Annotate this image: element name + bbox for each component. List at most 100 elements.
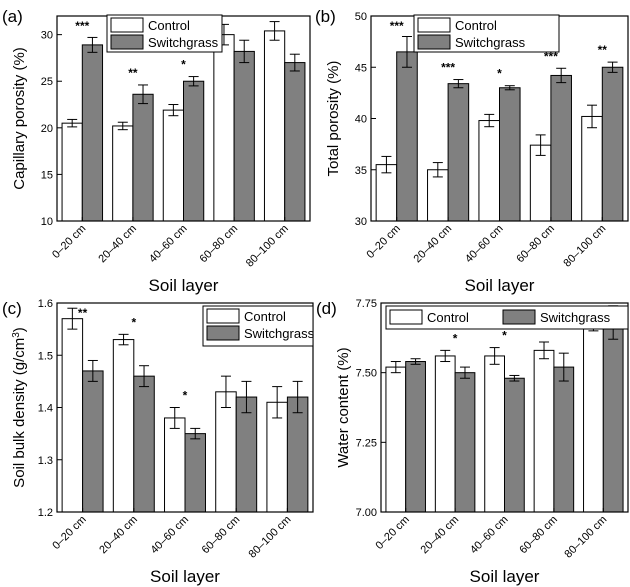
y-tick-label: 7.75 <box>356 298 377 310</box>
y-tick-label: 35 <box>355 165 367 177</box>
x-tick-label: 40–60 cm <box>468 514 511 557</box>
legend-swatch-switchgrass <box>502 309 536 325</box>
x-tick-label: 0–20 cm <box>364 223 402 261</box>
y-tick-label: 1.2 <box>38 507 53 519</box>
y-axis-label: Capillary porosity (%) <box>11 47 28 190</box>
significance-label: * <box>497 67 502 81</box>
legend-swatch-control <box>110 17 144 33</box>
bar-switchgrass-4 <box>233 50 255 222</box>
y-tick-label: 1.5 <box>38 350 53 362</box>
legend-swatch-switchgrass <box>206 325 240 341</box>
bar-control-3 <box>484 355 505 513</box>
y-tick-label: 45 <box>355 62 367 74</box>
bar-control-1 <box>61 318 84 513</box>
x-tick-label: 0–20 cm <box>373 514 411 552</box>
bar-switchgrass-1 <box>82 370 104 513</box>
bar-switchgrass-2 <box>133 375 155 513</box>
x-tick-label: 40–60 cm <box>148 514 191 557</box>
bar-switchgrass-5 <box>601 66 624 222</box>
bar-switchgrass-5 <box>286 396 309 513</box>
y-axis-label: Total porosity (%) <box>325 61 342 177</box>
legend-swatch-switchgrass <box>110 34 144 50</box>
bar-control-5 <box>266 401 288 513</box>
y-axis-label-text: Water content (%) <box>335 347 352 467</box>
y-axis-label: Water content (%) <box>335 347 352 467</box>
significance-label: * <box>183 389 188 403</box>
legend-label: Switchgrass <box>455 35 526 50</box>
y-tick-label: 25 <box>41 76 53 88</box>
legend-label: Switchgrass <box>540 310 611 325</box>
significance-label: *** <box>75 19 89 33</box>
legend-label: Control <box>427 310 469 325</box>
y-tick-label: 30 <box>41 30 53 42</box>
y-axis-label-end: ) <box>11 327 28 332</box>
x-tick-label: 60–80 cm <box>514 223 557 266</box>
x-tick-label: 60–80 cm <box>198 223 241 266</box>
bar-control-2 <box>112 339 135 513</box>
bar-control-4 <box>215 391 237 513</box>
bar-control-1 <box>385 366 407 513</box>
y-tick-label: 20 <box>41 123 53 135</box>
panel-label: (a) <box>2 7 23 26</box>
bar-switchgrass-3 <box>184 433 206 513</box>
bar-control-2 <box>112 125 134 222</box>
y-tick-label: 1.6 <box>38 298 53 310</box>
bar-switchgrass-2 <box>454 372 476 513</box>
bar-control-4 <box>529 144 552 222</box>
bar-control-4 <box>533 349 555 513</box>
bar-switchgrass-5 <box>602 322 624 513</box>
bar-control-2 <box>427 169 449 222</box>
y-axis-label-superscript: 3 <box>11 332 22 338</box>
y-tick-label: 7.25 <box>356 437 377 449</box>
x-tick-label: 40–60 cm <box>463 223 506 266</box>
legend-label: Switchgrass <box>244 326 315 341</box>
legend-swatch-control <box>389 309 423 325</box>
significance-label: * <box>453 331 458 345</box>
bar-control-5 <box>581 115 603 222</box>
significance-label: * <box>131 315 136 329</box>
y-tick-label: 30 <box>355 216 367 228</box>
y-tick-label: 7.50 <box>356 368 377 380</box>
significance-label: *** <box>390 19 404 33</box>
bar-switchgrass-1 <box>405 361 426 513</box>
x-tick-label: 60–80 cm <box>200 514 243 557</box>
x-axis-label: Soil layer <box>470 567 540 586</box>
bar-switchgrass-4 <box>235 396 258 513</box>
bar-switchgrass-3 <box>499 87 521 222</box>
bar-control-1 <box>61 122 83 222</box>
bar-switchgrass-4 <box>550 74 572 222</box>
legend-swatch-switchgrass <box>417 34 451 50</box>
bar-control-4 <box>213 34 235 222</box>
y-axis-label-text: Total porosity (%) <box>325 61 342 177</box>
x-tick-label: 20–40 cm <box>412 223 455 266</box>
bar-switchgrass-1 <box>396 51 418 222</box>
legend-swatch-control <box>206 308 240 324</box>
legend-label: Control <box>455 18 497 33</box>
x-tick-label: 80–100 cm <box>244 223 291 270</box>
bar-switchgrass-5 <box>284 62 306 222</box>
bar-control-3 <box>164 417 186 513</box>
y-axis-label-text: Soil bulk density (g/cm <box>11 338 28 488</box>
x-tick-label: 0–20 cm <box>50 514 88 552</box>
x-tick-label: 60–80 cm <box>517 514 560 557</box>
bar-switchgrass-3 <box>504 377 525 513</box>
bar-switchgrass-2 <box>447 83 470 222</box>
y-tick-label: 10 <box>41 216 53 228</box>
bar-switchgrass-1 <box>81 44 104 222</box>
legend-swatch-control <box>417 17 451 33</box>
significance-label: *** <box>544 49 558 63</box>
panel-label: (b) <box>315 7 336 26</box>
y-axis-label: Soil bulk density (g/cm3) <box>11 327 29 488</box>
significance-label: *** <box>441 61 455 75</box>
significance-label: * <box>502 329 507 343</box>
legend-label: Control <box>244 309 286 324</box>
significance-label: * <box>181 58 186 72</box>
legend-label: Control <box>148 18 190 33</box>
y-tick-label: 7.00 <box>356 507 377 519</box>
x-tick-label: 0–20 cm <box>50 223 88 261</box>
bar-switchgrass-3 <box>183 80 205 222</box>
significance-label: ** <box>78 306 88 320</box>
